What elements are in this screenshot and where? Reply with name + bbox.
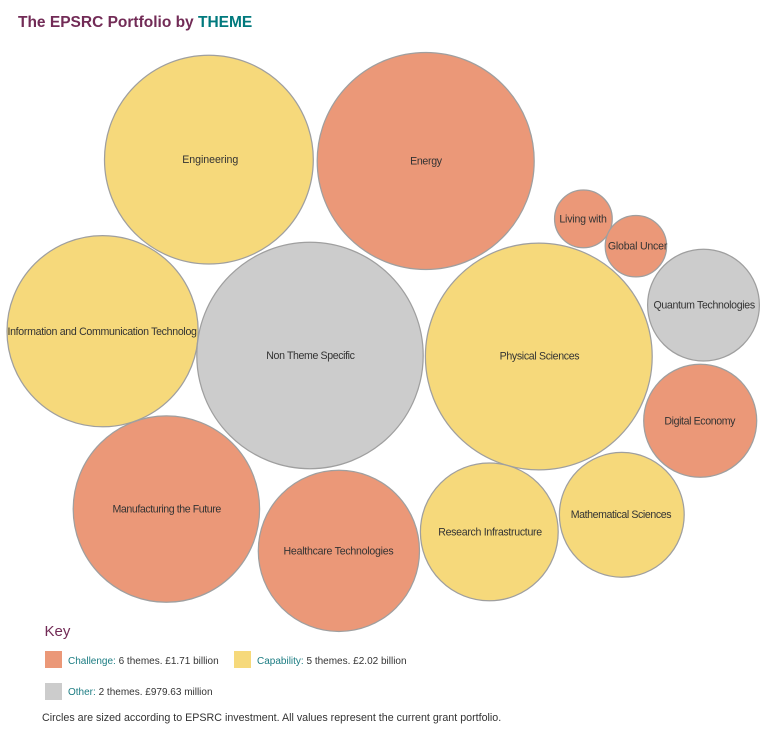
svg-text:Healthcare Technologies: Healthcare Technologies (284, 545, 394, 557)
svg-text:Quantum Technologies: Quantum Technologies (653, 300, 755, 312)
svg-text:Digital Economy: Digital Economy (664, 415, 736, 427)
svg-text:Manufacturing the Future: Manufacturing the Future (112, 504, 221, 516)
svg-text:Non Theme Specific: Non Theme Specific (266, 350, 355, 362)
svg-text:Information and Communication: Information and Communication Technolog (7, 326, 197, 338)
svg-text:Research Infrastructure: Research Infrastructure (438, 526, 542, 538)
svg-text:Engineering: Engineering (182, 154, 238, 166)
svg-text:Living with: Living with (559, 213, 607, 225)
svg-text:Energy: Energy (410, 156, 443, 168)
svg-text:Global Uncer: Global Uncer (608, 241, 668, 253)
svg-text:Mathematical Sciences: Mathematical Sciences (571, 509, 672, 521)
svg-text:Physical Sciences: Physical Sciences (500, 350, 580, 362)
